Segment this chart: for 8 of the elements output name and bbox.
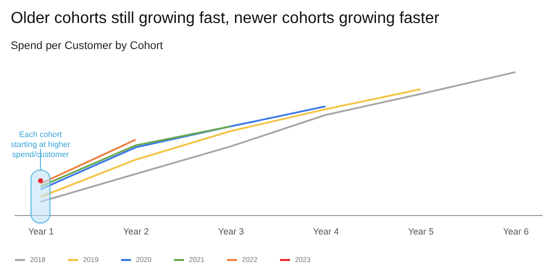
x-tick-label: Year 3 xyxy=(218,226,244,236)
x-tick-label: Year 1 xyxy=(28,226,54,236)
x-tick-label: Year 4 xyxy=(313,226,339,236)
x-tick-label: Year 2 xyxy=(123,226,149,236)
x-tick-label: Year 6 xyxy=(503,226,529,236)
x-tick-label: Year 5 xyxy=(408,226,434,236)
chart-title: Older cohorts still growing fast, newer cohorts growing faster xyxy=(10,10,440,27)
chart-subtitle: Spend per Customer by Cohort xyxy=(10,40,163,52)
